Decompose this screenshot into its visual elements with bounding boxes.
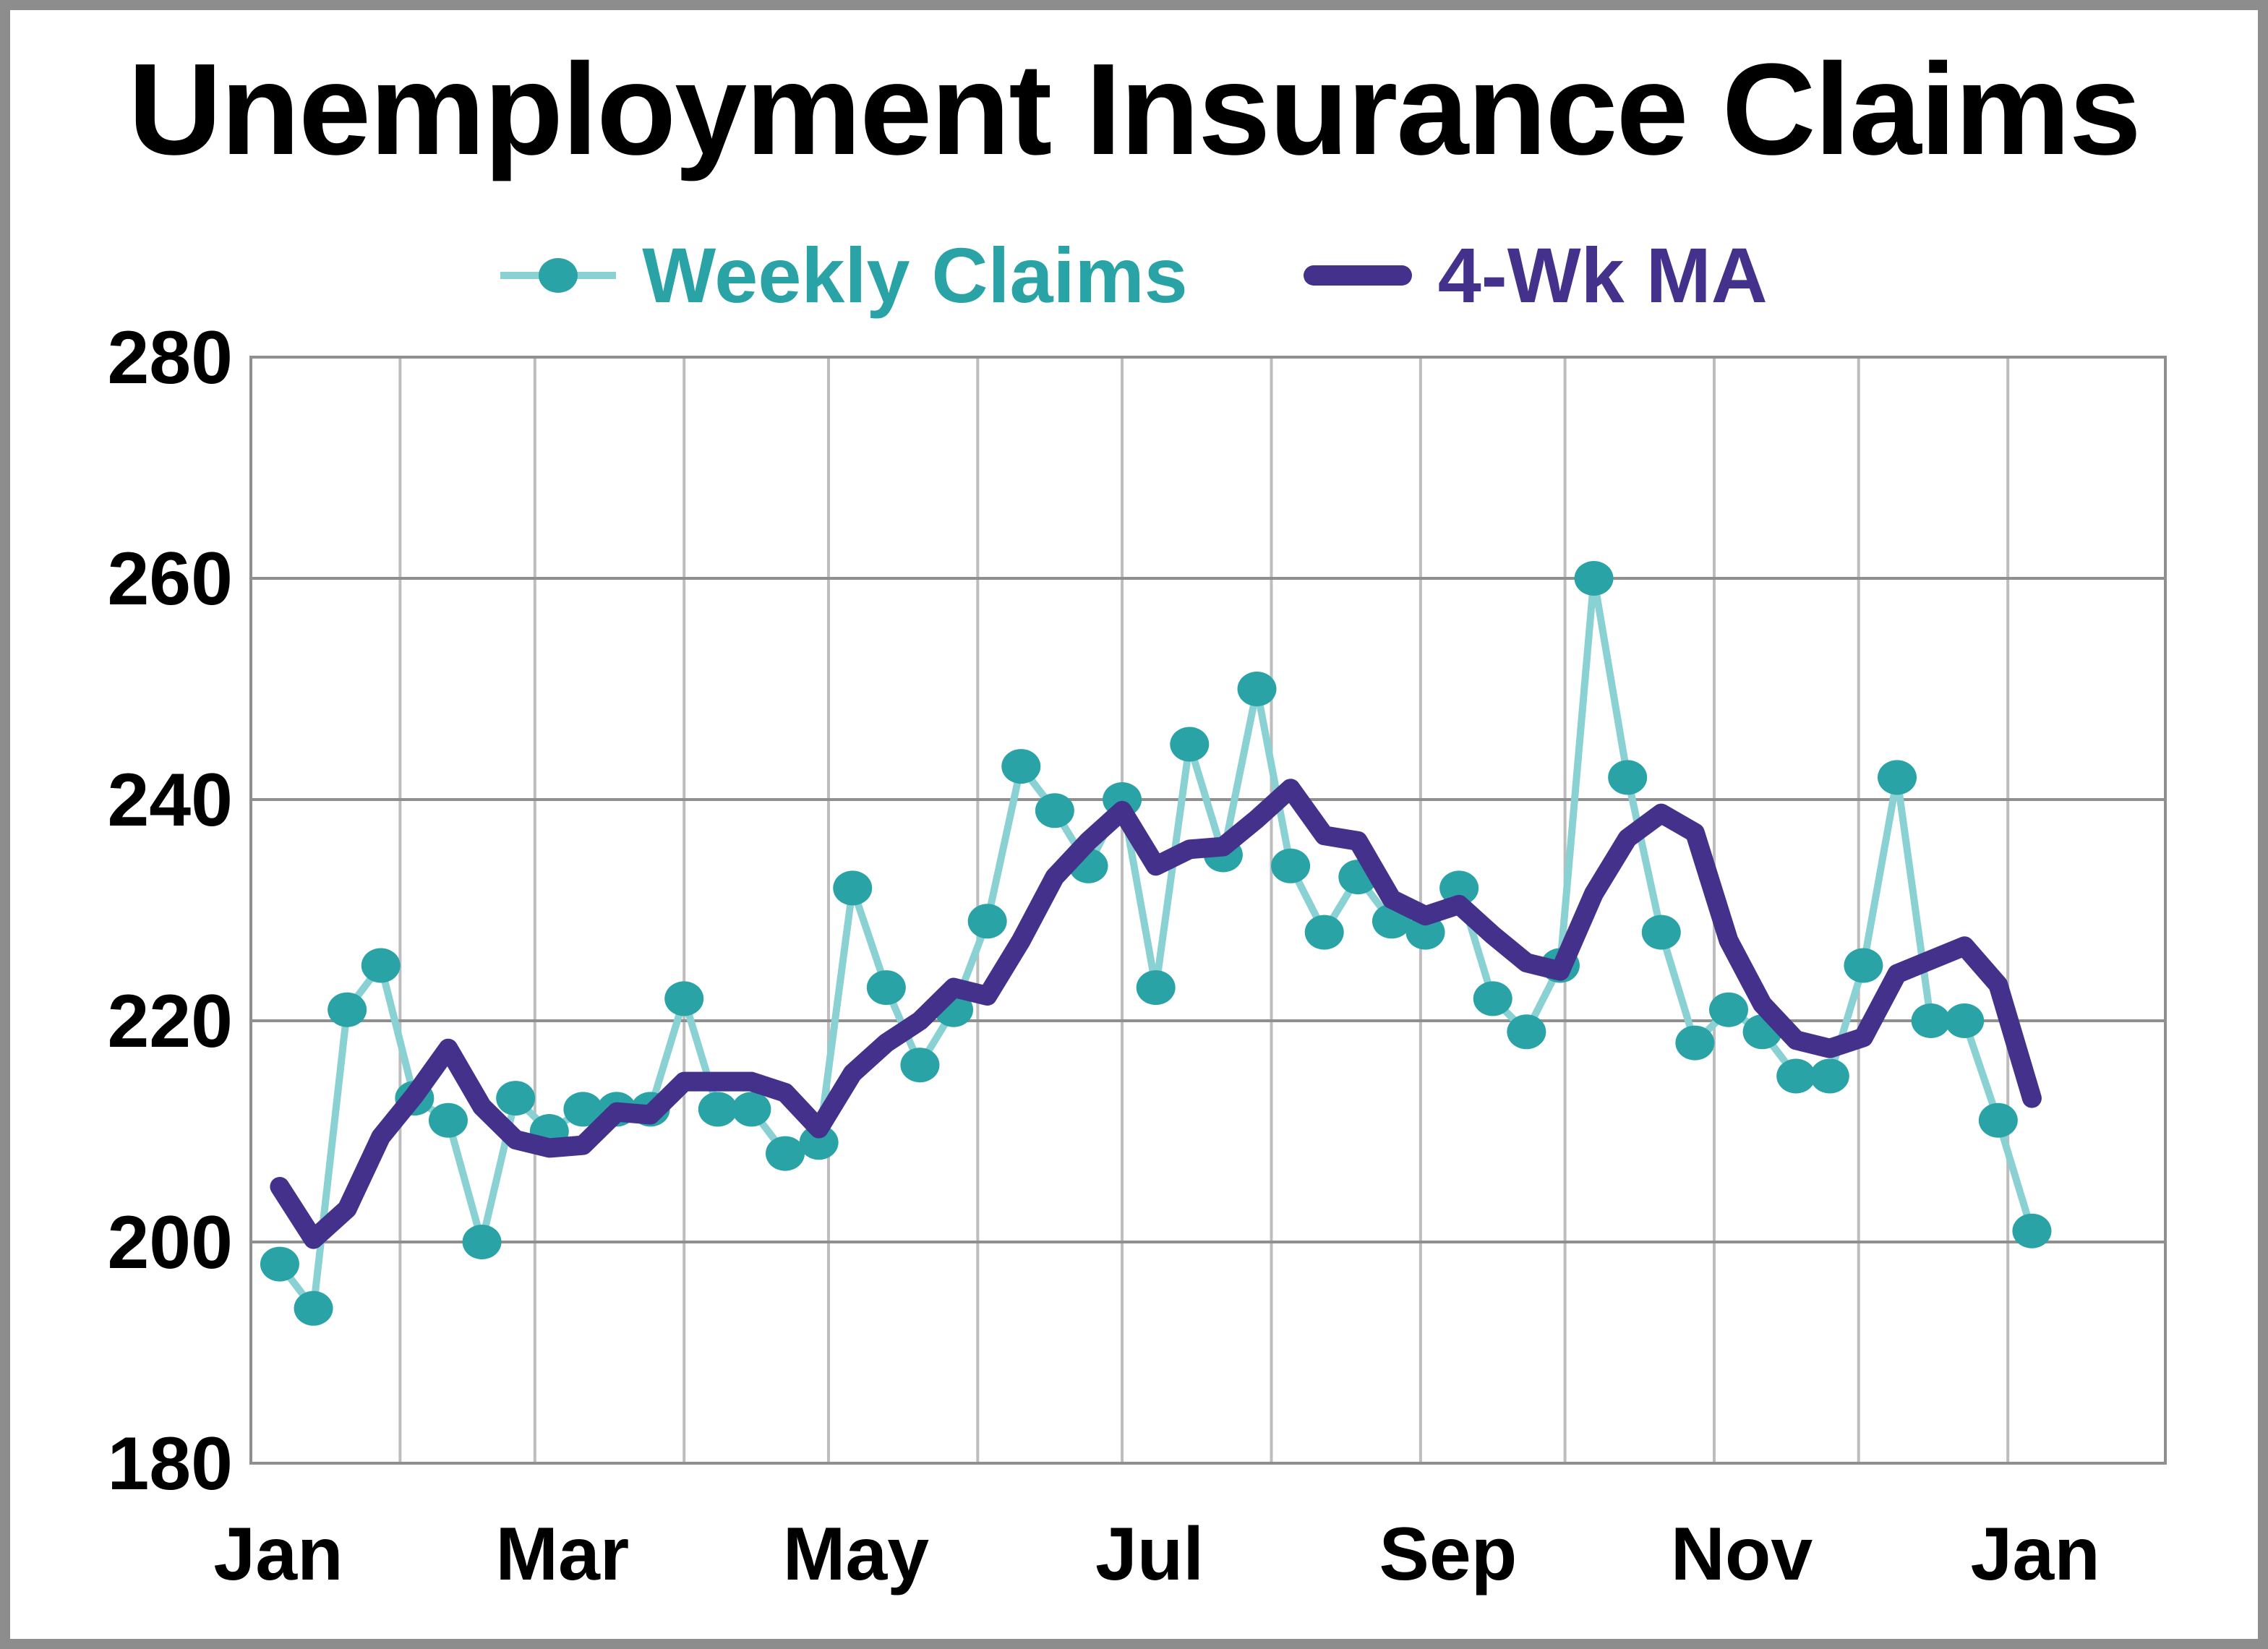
weekly-claims-point bbox=[1405, 915, 1445, 950]
weekly-claims-point bbox=[1945, 1003, 1985, 1038]
weekly-claims-point bbox=[1304, 915, 1344, 950]
weekly-claims-point bbox=[1001, 749, 1041, 784]
legend-label-4wk-ma: 4-Wk MA bbox=[1437, 231, 1768, 319]
weekly-claims-point bbox=[967, 904, 1007, 939]
weekly-claims-point bbox=[766, 1136, 805, 1171]
weekly-claims-point bbox=[361, 948, 401, 983]
x-axis-label: May bbox=[783, 1512, 929, 1596]
legend: Weekly Claims 4-Wk MA bbox=[0, 230, 2268, 320]
chart-title: Unemployment Insurance Claims bbox=[128, 37, 2141, 182]
weekly-claims-point bbox=[1136, 970, 1176, 1006]
weekly-claims-point bbox=[1507, 1014, 1546, 1050]
legend-label-weekly-claims: Weekly Claims bbox=[642, 231, 1188, 319]
weekly-claims-point bbox=[1776, 1058, 1816, 1094]
y-tick-label: 240 bbox=[107, 758, 233, 842]
weekly-claims-point bbox=[462, 1225, 502, 1259]
weekly-claims-point bbox=[1035, 793, 1074, 828]
weekly-claims-line bbox=[275, 575, 2036, 1312]
weekly-claims-point bbox=[1978, 1102, 2018, 1138]
weekly-claims-marker-icon bbox=[500, 255, 617, 296]
weekly-claims-point bbox=[1473, 981, 1512, 1016]
y-tick-label: 200 bbox=[107, 1201, 233, 1285]
weekly-claims-point bbox=[833, 870, 873, 906]
x-axis-label: Jan bbox=[1971, 1512, 2100, 1596]
plot-border bbox=[249, 356, 2167, 1465]
weekly-claims-point bbox=[1271, 848, 1311, 883]
weekly-claims-point bbox=[1608, 760, 1648, 795]
weekly-claims-point bbox=[1911, 1003, 1951, 1038]
weekly-claims-point bbox=[866, 970, 906, 1006]
x-axis-label: Nov bbox=[1671, 1512, 1813, 1596]
weekly-claims-point bbox=[799, 1125, 839, 1160]
ma-line bbox=[270, 779, 2042, 1249]
weekly-claims-point bbox=[1708, 992, 1748, 1027]
weekly-claims-marker-dot bbox=[539, 257, 578, 293]
weekly-claims-point bbox=[900, 1048, 940, 1083]
legend-item-4wk-ma: 4-Wk MA bbox=[1303, 230, 1768, 320]
legend-item-weekly-claims: Weekly Claims bbox=[500, 230, 1188, 320]
weekly-claims-point bbox=[428, 1102, 468, 1138]
weekly-claims-point bbox=[294, 1290, 333, 1326]
weekly-claims-point bbox=[1810, 1058, 1849, 1094]
weekly-claims-point bbox=[1170, 727, 1210, 762]
weekly-claims-point bbox=[732, 1092, 771, 1127]
weekly-claims-point bbox=[1574, 561, 1614, 596]
x-axis-label: Jan bbox=[213, 1512, 343, 1596]
x-axis-label: Mar bbox=[495, 1512, 629, 1596]
y-tick-label: 260 bbox=[107, 537, 233, 621]
weekly-claims-point bbox=[260, 1246, 299, 1282]
weekly-claims-point bbox=[698, 1092, 737, 1127]
y-tick-label: 220 bbox=[107, 980, 233, 1063]
weekly-claims-point bbox=[1237, 672, 1277, 706]
weekly-claims-point bbox=[563, 1092, 603, 1127]
weekly-claims-point bbox=[1439, 870, 1479, 906]
y-tick-label: 180 bbox=[107, 1422, 233, 1506]
ma-marker-icon bbox=[1303, 265, 1412, 286]
weekly-claims-point bbox=[1878, 760, 1917, 795]
weekly-claims-point bbox=[2012, 1213, 2052, 1248]
weekly-claims-point bbox=[1844, 948, 1883, 983]
x-axis-label: Jul bbox=[1095, 1512, 1204, 1596]
weekly-claims-point bbox=[1675, 1025, 1715, 1061]
weekly-claims-point bbox=[664, 981, 704, 1016]
weekly-claims-point bbox=[1641, 915, 1681, 950]
weekly-claims-point bbox=[496, 1081, 536, 1116]
x-axis-label: Sep bbox=[1379, 1512, 1518, 1596]
y-tick-label: 280 bbox=[107, 316, 233, 400]
weekly-claims-point bbox=[328, 992, 367, 1027]
